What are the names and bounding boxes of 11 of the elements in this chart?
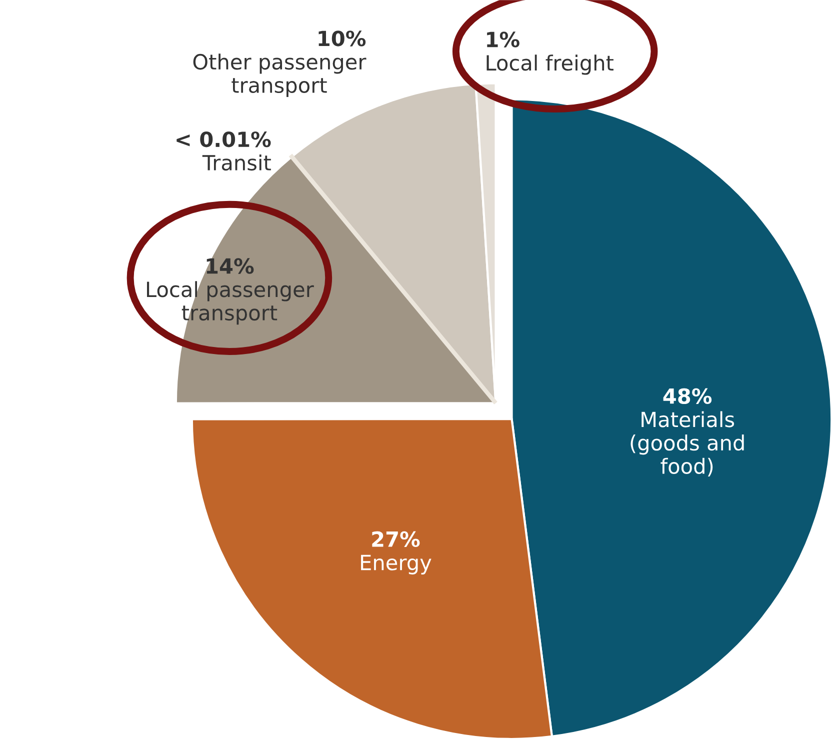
data-label: 27%	[372, 531, 420, 548]
slice-label: Energy	[361, 554, 432, 574]
slice-label: Materials (goods and food)	[630, 411, 744, 476]
slice-label: Local freight	[486, 54, 614, 75]
slice-label: Transit	[202, 154, 271, 171]
data-label: 1%	[487, 32, 520, 48]
data-label: 14%	[206, 258, 254, 274]
data-label: 10%	[318, 30, 366, 46]
data-label: 48%	[663, 388, 712, 404]
data-label: < 0.01%	[176, 131, 271, 148]
slice-label: Other passenger transport	[193, 54, 366, 98]
